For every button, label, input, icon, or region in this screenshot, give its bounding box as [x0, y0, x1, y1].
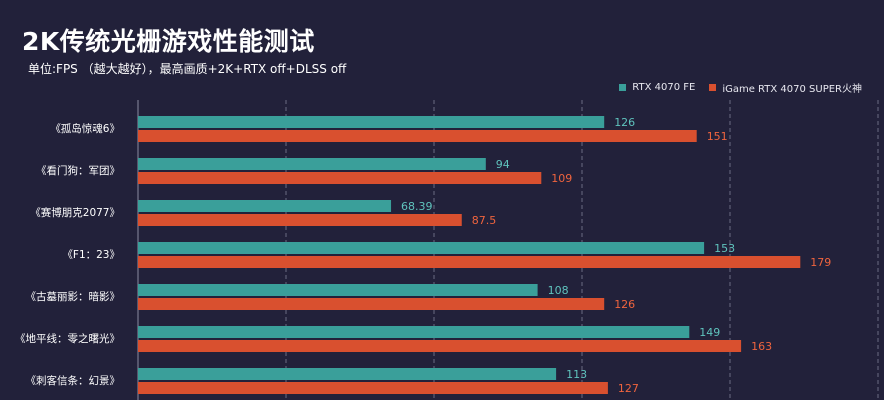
chart-title: 2K传统光栅游戏性能测试 [22, 27, 315, 56]
data-label: 127 [618, 382, 639, 395]
bar [138, 200, 392, 212]
bar [138, 340, 742, 352]
bar [138, 368, 557, 380]
bar [138, 256, 801, 268]
bar [138, 214, 462, 226]
legend-swatch-orange [709, 84, 717, 91]
data-label: 126 [614, 116, 635, 129]
category-label: 《古墓丽影：暗影》 [26, 290, 121, 303]
legend-item-igame: iGame RTX 4070 SUPER火神 [709, 80, 862, 95]
category-label: 《赛博朋克2077》 [30, 206, 120, 219]
legend-swatch-teal [619, 84, 627, 91]
data-label: 109 [551, 172, 572, 185]
bar [138, 382, 608, 394]
category-label: 《刺客信条：幻景》 [26, 374, 121, 387]
data-label: 163 [751, 340, 772, 353]
category-label: 《孤岛惊魂6》 [50, 122, 120, 135]
bar [138, 116, 605, 128]
chart-subtitle: 单位:FPS （越大越好），最高画质+2K+RTX off+DLSS off [28, 62, 347, 76]
bar [138, 242, 705, 254]
data-label: 149 [699, 326, 720, 339]
data-label: 153 [714, 242, 735, 255]
bar [138, 298, 605, 310]
category-label: 《看门狗：军团》 [36, 164, 120, 177]
bar [138, 326, 690, 338]
category-label: 《地平线：零之曙光》 [15, 332, 120, 345]
bar [138, 158, 486, 170]
bar [138, 130, 697, 142]
data-label: 151 [707, 130, 728, 143]
data-label: 108 [548, 284, 569, 297]
legend-label-igame: iGame RTX 4070 SUPER火神 [722, 84, 862, 95]
category-label: 《F1：23》 [62, 249, 120, 261]
data-label: 87.5 [472, 214, 497, 227]
data-label: 126 [614, 298, 635, 311]
data-label: 179 [810, 256, 831, 269]
data-label: 113 [566, 368, 587, 381]
legend-label-rtx4070fe: RTX 4070 FE [632, 82, 696, 93]
legend: RTX 4070 FE iGame RTX 4070 SUPER火神 [619, 80, 862, 95]
data-label: 68.39 [401, 200, 433, 213]
data-label: 94 [496, 158, 510, 171]
bar [138, 284, 538, 296]
legend-item-rtx4070fe: RTX 4070 FE [619, 82, 695, 93]
bar [138, 172, 542, 184]
